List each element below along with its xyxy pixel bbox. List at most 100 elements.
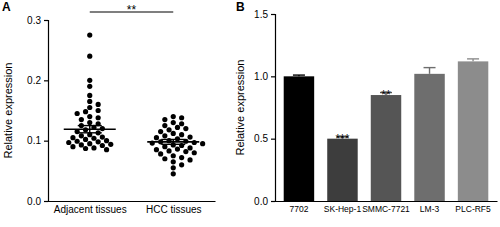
- y-tick-label: 0.2: [27, 75, 41, 86]
- point: [96, 102, 101, 107]
- error-cap: [78, 132, 102, 133]
- point: [75, 111, 80, 116]
- point: [91, 136, 96, 141]
- point: [158, 129, 163, 134]
- x-tick-label: HCC tissues: [146, 204, 202, 215]
- y-axis: 0.0 0.1 0.2 0.3: [27, 15, 48, 207]
- error-cap: [78, 125, 102, 126]
- y-tick: 1.0: [254, 71, 275, 82]
- point: [79, 133, 84, 138]
- point: [187, 134, 192, 139]
- significance: *****: [335, 88, 391, 146]
- bar: [414, 74, 444, 201]
- point: [187, 145, 192, 150]
- y-tick-label: 0.0: [27, 196, 41, 207]
- point: [183, 149, 188, 154]
- y-tick-label: 0.3: [27, 15, 41, 26]
- x-tick-label: LM-3: [420, 204, 440, 214]
- point: [179, 132, 184, 137]
- point: [87, 93, 92, 98]
- y-tick-mark: [271, 201, 275, 202]
- error-bar: [173, 139, 174, 144]
- point: [162, 133, 167, 138]
- point: [87, 78, 92, 83]
- point: [179, 121, 184, 126]
- x-tick-label: 7702: [289, 204, 308, 214]
- point: [166, 148, 171, 153]
- point: [83, 137, 88, 142]
- point: [66, 140, 71, 145]
- point: [83, 146, 88, 151]
- x-tick: HCC tissues: [146, 204, 202, 215]
- point: [179, 155, 184, 160]
- point: [100, 143, 105, 148]
- significance-label: **: [127, 3, 137, 17]
- point: [87, 99, 92, 104]
- y-axis-line: [44, 21, 49, 202]
- y-tick: 0.1: [27, 135, 48, 146]
- y-tick-mark: [271, 76, 275, 77]
- x-tick-label: Adjacent tissues: [54, 204, 127, 215]
- point: [96, 108, 101, 113]
- significance-label: ***: [335, 132, 349, 146]
- y-axis-title: Relative expression: [234, 60, 246, 156]
- y-tick-label: 0.0: [254, 196, 268, 207]
- bar: [327, 139, 357, 201]
- y-tick-mark: [44, 201, 48, 202]
- point-group: [150, 114, 206, 177]
- point-group: [66, 32, 113, 152]
- point: [158, 151, 163, 156]
- point: [179, 115, 184, 120]
- point: [87, 105, 92, 110]
- point: [96, 115, 101, 120]
- point: [175, 125, 180, 130]
- point: [154, 147, 159, 152]
- mean-error: [64, 126, 116, 133]
- error-cap: [293, 74, 305, 75]
- figure: 0.0 0.1 0.2 0.3 Adjacent tissues HCC tissues A…: [0, 0, 500, 227]
- panel-1: 0.00.51.01.57702SK-Hep-1SMMC-7721LM-3PLC…: [234, 0, 498, 214]
- point: [154, 135, 159, 140]
- y-axis-title: Relative expression: [2, 63, 14, 159]
- y-tick-label: 0.1: [27, 135, 41, 146]
- point: [162, 117, 167, 122]
- error-cap: [467, 58, 479, 59]
- point: [171, 114, 176, 119]
- x-tick: Adjacent tissues: [54, 204, 127, 215]
- point: [87, 114, 92, 119]
- point: [83, 109, 88, 114]
- point: [87, 84, 92, 89]
- bar: [284, 76, 314, 201]
- panel-0: 0.0 0.1 0.2 0.3 Adjacent tissues HCC tissues A…: [2, 0, 216, 215]
- point: [70, 144, 75, 149]
- point: [87, 141, 92, 146]
- x-tick: PLC-RF5: [455, 204, 491, 214]
- point: [87, 54, 92, 59]
- point: [162, 123, 167, 128]
- x-tick-label: SMMC-7721: [362, 204, 410, 214]
- error-cap: [424, 67, 436, 68]
- x-tick: SMMC-7721: [362, 204, 410, 214]
- point: [87, 32, 92, 37]
- point: [183, 126, 188, 131]
- point: [104, 147, 109, 152]
- point: [200, 141, 205, 146]
- y-tick-mark: [44, 141, 48, 142]
- point: [79, 142, 84, 147]
- point: [187, 157, 192, 162]
- y-tick: 1.5: [254, 9, 275, 20]
- y-axis: 0.0 0.5 1.0 1.5: [254, 9, 275, 207]
- point: [175, 147, 180, 152]
- y-tick: 0.3: [27, 15, 48, 26]
- x-tick-label: PLC-RF5: [455, 204, 491, 214]
- point: [96, 139, 101, 144]
- point: [70, 135, 75, 140]
- bar: [458, 61, 488, 201]
- significance: **: [90, 3, 174, 17]
- panel-label: A: [2, 0, 11, 14]
- point: [100, 134, 105, 139]
- bar: [371, 95, 401, 201]
- point: [87, 120, 92, 125]
- y-tick-label: 0.5: [254, 133, 268, 144]
- point: [171, 120, 176, 125]
